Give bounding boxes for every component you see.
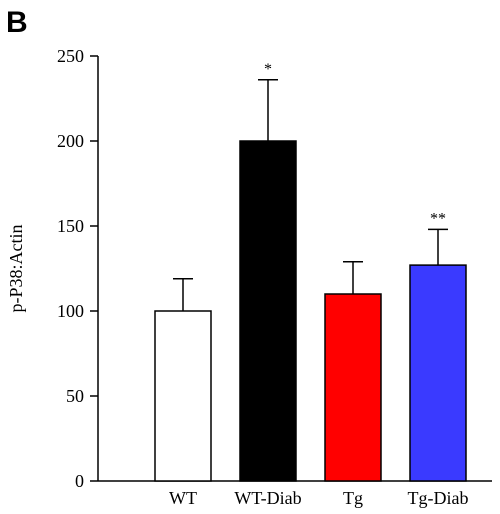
- y-tick-label-250: 250: [57, 46, 84, 66]
- bar-wt: [154, 310, 212, 482]
- bar-wt-diab: [239, 140, 297, 482]
- y-tick-label-200: 200: [57, 131, 84, 151]
- x-tick-label-wt: WT: [169, 488, 197, 508]
- significance-mark-wt-diab: *: [264, 61, 272, 78]
- x-tick-label-wt-diab: WT-Diab: [234, 488, 301, 508]
- y-tick-label-0: 0: [75, 471, 84, 491]
- y-tick-label-50: 50: [66, 386, 84, 406]
- labels-group: WT WT-Diab * Tg Tg-Diab **: [169, 61, 468, 508]
- error-bars-group: [173, 79, 448, 311]
- bar-tg-diab: [409, 264, 467, 482]
- bars-group: [154, 140, 467, 482]
- panel-label: B: [6, 6, 28, 39]
- y-axis-title: p-P38:Actin: [6, 225, 26, 313]
- significance-mark-tg-diab: **: [430, 210, 446, 227]
- x-tick-label-tg: Tg: [343, 488, 363, 508]
- y-tick-label-100: 100: [57, 301, 84, 321]
- bar-tg: [324, 293, 382, 482]
- y-tick-label-150: 150: [57, 216, 84, 236]
- x-tick-label-tg-diab: Tg-Diab: [408, 488, 469, 508]
